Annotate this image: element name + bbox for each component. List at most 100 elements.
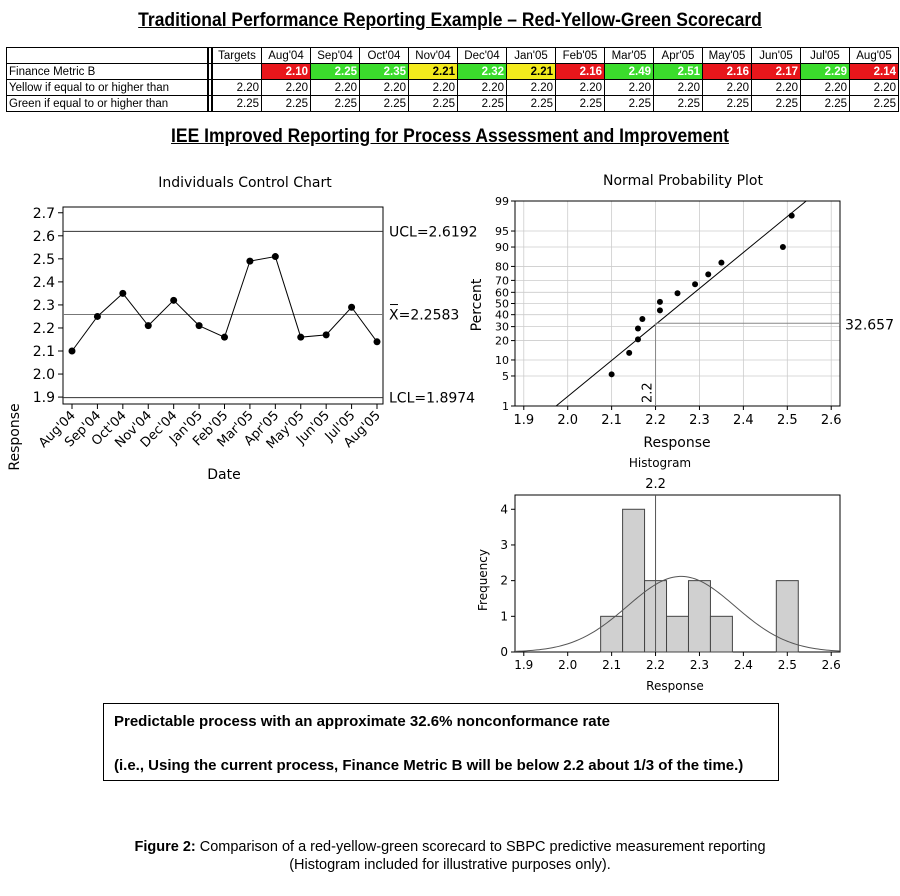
y-tick-label: 2 <box>500 574 508 588</box>
x-tick-label: 2.6 <box>821 413 842 428</box>
y-tick-label: 2.4 <box>33 275 55 291</box>
row-label: Yellow if equal to or higher than <box>6 79 209 96</box>
row-label: Green if equal to or higher than <box>6 95 209 112</box>
threshold-cell: 2.20 <box>849 79 899 96</box>
threshold-cell: 2.25 <box>506 95 556 112</box>
header-cell: Jul'05 <box>800 47 850 64</box>
probability-point <box>674 290 681 297</box>
threshold-cell: 2.20 <box>457 79 507 96</box>
y-tick-label: 95 <box>495 225 509 238</box>
reference-line-label: UCL=2.6192 <box>389 224 478 240</box>
control-chart-point <box>119 289 127 297</box>
caption-text: Comparison of a red-yellow-green scoreca… <box>195 839 766 855</box>
metric-cell-yellow: 2.21 <box>506 63 556 80</box>
x-tick-label: 2.3 <box>689 413 710 428</box>
threshold-cell: 2.20 <box>604 79 654 96</box>
threshold-cell: 2.20 <box>751 79 801 96</box>
y-tick-label: 99 <box>495 195 509 208</box>
threshold-cell: 2.20 <box>555 79 605 96</box>
x-tick-label: 2.0 <box>557 413 578 428</box>
y-tick-label: 30 <box>495 321 509 334</box>
metric-cell-green: 2.25 <box>310 63 360 80</box>
header-cell: Oct'04 <box>359 47 409 64</box>
control-chart-point <box>271 253 279 261</box>
normal-probability-plot: Normal Probability Plot 1 5 10 203040506070… <box>469 173 894 451</box>
control-chart-frame <box>62 206 384 405</box>
header-cell: Jan'05 <box>506 47 556 64</box>
control-chart-ylabel: Response <box>7 403 23 470</box>
scorecard-table: Targets Aug'04 Sep'04 Oct'04 Nov'04 Dec'04 Jan… <box>6 47 899 112</box>
x-tick-label: 2.5 <box>777 413 798 428</box>
metric-cell-red: 2.16 <box>555 63 605 80</box>
y-tick-label: 2.0 <box>33 367 55 383</box>
histogram-xlabel: Response <box>646 679 704 693</box>
histogram-bar <box>622 508 646 653</box>
threshold-cell: 2.25 <box>604 95 654 112</box>
probability-point <box>705 271 712 278</box>
y-tick-label: 20 <box>495 335 509 348</box>
probability-point <box>788 212 795 219</box>
histogram: Histogram 2.2 0 1 2 3 4 1.9 2.0 2.1 2.2 2.3 2.4 2.5 2… <box>476 456 841 693</box>
metric-cell-red: 2.10 <box>261 63 311 80</box>
control-chart-point <box>246 257 254 265</box>
threshold-cell: 2.20 <box>702 79 752 96</box>
threshold-cell: 2.25 <box>800 95 850 112</box>
y-tick-label: 40 <box>495 309 509 322</box>
summary-line-1: Predictable process with an approximate … <box>114 713 610 730</box>
control-chart-point <box>170 296 178 304</box>
threshold-cell: 2.25 <box>751 95 801 112</box>
percent-annotation: 32.657 <box>845 317 894 333</box>
scorecard-header-row: Targets Aug'04 Sep'04 Oct'04 Nov'04 Dec'04 Jan… <box>6 47 899 64</box>
control-chart-point <box>348 303 356 311</box>
metric-cell-green: 2.49 <box>604 63 654 80</box>
header-cell: Feb'05 <box>555 47 605 64</box>
threshold-cell: 2.25 <box>261 95 311 112</box>
threshold-cell <box>211 63 262 80</box>
y-tick-label: 1.9 <box>33 390 55 406</box>
probability-point <box>656 298 663 305</box>
probability-point <box>656 307 663 314</box>
y-tick-label: 60 <box>495 286 509 299</box>
x-tick-label: 2.6 <box>822 658 841 672</box>
y-tick-label: 0 <box>500 645 508 659</box>
header-cell: Apr'05 <box>653 47 703 64</box>
probability-point <box>692 281 699 288</box>
summary-box: Predictable process with an approximate … <box>103 703 779 781</box>
control-chart-point <box>297 333 305 341</box>
control-chart-xlabel: Date <box>207 467 240 483</box>
header-cell: Targets <box>211 47 262 64</box>
header-cell: Sep'04 <box>310 47 360 64</box>
metric-cell-green: 2.51 <box>653 63 703 80</box>
header-cell: Aug'05 <box>849 47 899 64</box>
y-tick-label: 90 <box>495 241 509 254</box>
threshold-cell: 2.25 <box>359 95 409 112</box>
y-tick-label: 70 <box>495 274 509 287</box>
metric-cell-red: 2.17 <box>751 63 801 80</box>
x-tick-label: 2.1 <box>602 658 621 672</box>
threshold-cell: 2.25 <box>408 95 458 112</box>
control-chart-point <box>373 338 381 346</box>
individuals-control-chart: Individuals Control Chart 1.9 2.0 2.1 2.2 2.… <box>7 175 478 483</box>
probability-point <box>634 336 641 343</box>
x-tick-label: 1.9 <box>514 658 533 672</box>
spec-annotation: 2.2 <box>641 382 656 403</box>
header-cell: Dec'04 <box>457 47 507 64</box>
y-tick-label: 2.2 <box>33 321 55 337</box>
threshold-cell: 2.20 <box>359 79 409 96</box>
control-chart-point <box>144 322 152 330</box>
y-tick-label: 2.5 <box>33 252 55 268</box>
x-tick-label: 2.2 <box>645 413 666 428</box>
y-tick-label: 5 <box>502 370 509 383</box>
threshold-cell: 2.20 <box>408 79 458 96</box>
probability-fit-line <box>555 200 807 407</box>
y-tick-label: 1 <box>500 609 508 623</box>
header-cell: May'05 <box>702 47 752 64</box>
header-cell: Mar'05 <box>604 47 654 64</box>
x-tick-label: 2.0 <box>558 658 577 672</box>
threshold-cell: 2.25 <box>702 95 752 112</box>
header-cell: Nov'04 <box>408 47 458 64</box>
reference-line-label: LCL=1.8974 <box>389 391 475 407</box>
y-tick-label: 1 <box>502 400 509 413</box>
threshold-cell: 2.20 <box>653 79 703 96</box>
threshold-cell: 2.20 <box>211 79 262 96</box>
